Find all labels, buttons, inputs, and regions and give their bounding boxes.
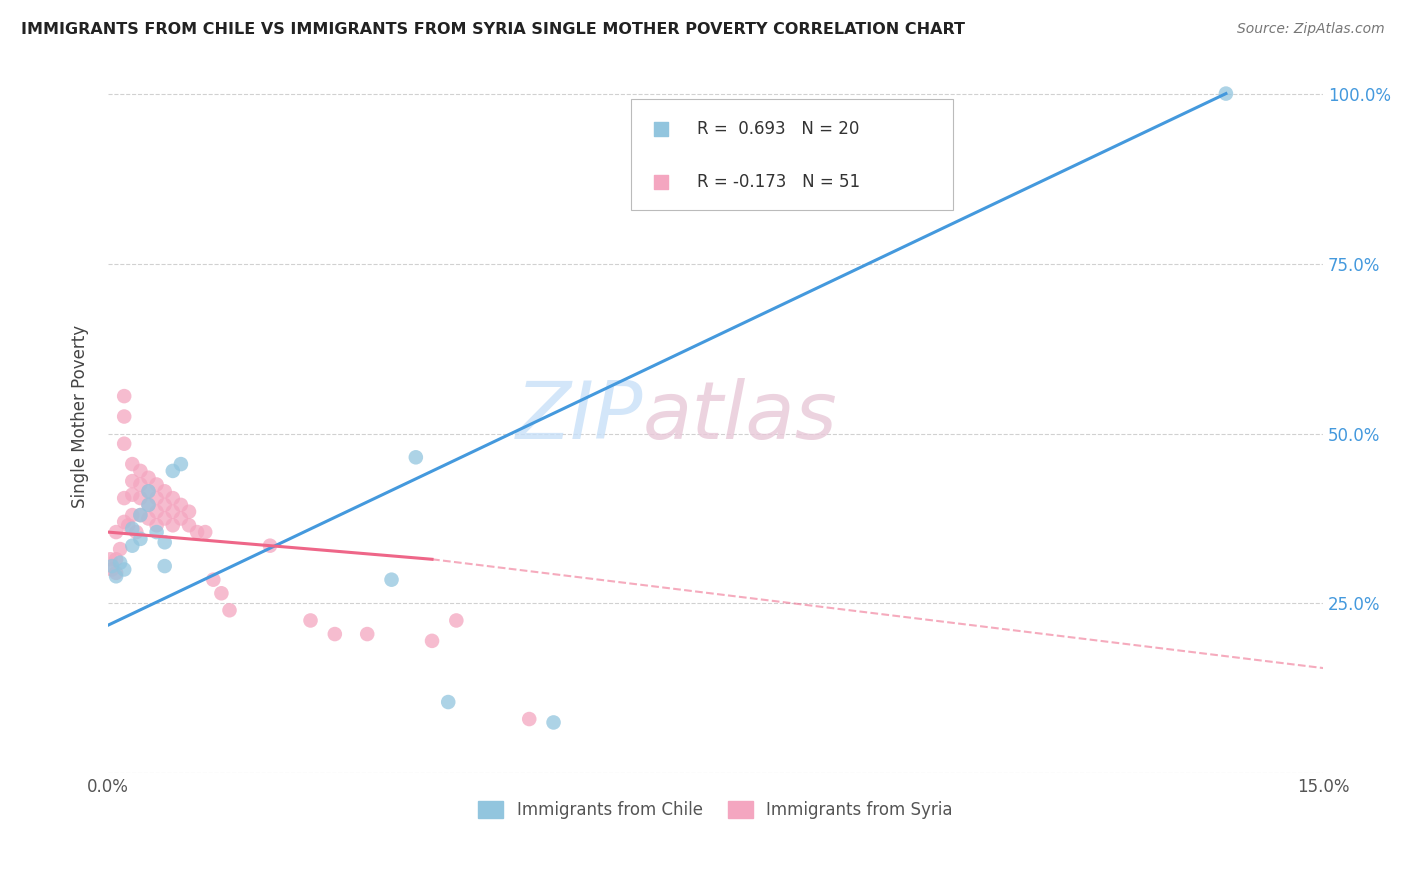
Point: [129, 532, 152, 546]
Point: [105, 566, 128, 580]
Point: [112, 436, 135, 450]
Point: [153, 511, 176, 525]
Point: [129, 508, 152, 522]
Point: [145, 491, 167, 505]
Point: [112, 491, 135, 505]
Point: [194, 525, 217, 540]
Point: [170, 457, 193, 471]
Point: [259, 539, 281, 553]
Point: [405, 450, 427, 465]
Point: [138, 511, 160, 525]
Point: [356, 627, 378, 641]
Point: [170, 498, 193, 512]
Text: R = -0.173   N = 51: R = -0.173 N = 51: [697, 173, 860, 192]
Point: [105, 525, 128, 540]
Text: ZIP: ZIP: [515, 377, 643, 456]
Point: [129, 464, 152, 478]
Point: [153, 498, 176, 512]
Point: [209, 586, 232, 600]
Point: [121, 508, 143, 522]
Point: [1215, 87, 1237, 101]
Point: [162, 491, 184, 505]
Point: [299, 614, 322, 628]
Point: [105, 569, 128, 583]
Point: [202, 573, 225, 587]
Point: [177, 518, 200, 533]
Point: [138, 471, 160, 485]
Point: [112, 409, 135, 424]
Point: [177, 505, 200, 519]
Point: [117, 518, 139, 533]
Point: [162, 464, 184, 478]
Text: R =  0.693   N = 20: R = 0.693 N = 20: [697, 120, 859, 138]
Text: IMMIGRANTS FROM CHILE VS IMMIGRANTS FROM SYRIA SINGLE MOTHER POVERTY CORRELATION: IMMIGRANTS FROM CHILE VS IMMIGRANTS FROM…: [21, 22, 965, 37]
Point: [105, 552, 128, 566]
Point: [446, 614, 468, 628]
Point: [125, 525, 148, 540]
FancyBboxPatch shape: [630, 99, 952, 210]
Text: Source: ZipAtlas.com: Source: ZipAtlas.com: [1237, 22, 1385, 37]
Point: [162, 505, 184, 519]
Legend: Immigrants from Chile, Immigrants from Syria: Immigrants from Chile, Immigrants from S…: [472, 794, 959, 826]
Point: [101, 559, 124, 574]
Point: [145, 505, 167, 519]
Point: [162, 518, 184, 533]
Point: [112, 389, 135, 403]
Point: [129, 508, 152, 522]
Point: [170, 511, 193, 525]
Point: [121, 474, 143, 488]
Point: [543, 715, 565, 730]
Point: [517, 712, 540, 726]
Point: [129, 477, 152, 491]
Point: [437, 695, 460, 709]
Point: [145, 518, 167, 533]
Point: [112, 562, 135, 576]
Point: [138, 484, 160, 499]
Point: [108, 542, 131, 557]
Point: [145, 525, 167, 540]
Point: [153, 559, 176, 574]
Point: [121, 522, 143, 536]
Point: [108, 556, 131, 570]
Point: [218, 603, 240, 617]
Point: [153, 484, 176, 499]
Point: [121, 539, 143, 553]
Point: [138, 484, 160, 499]
Point: [100, 552, 122, 566]
Point: [153, 535, 176, 549]
Point: [121, 457, 143, 471]
Point: [138, 498, 160, 512]
Point: [112, 515, 135, 529]
Point: [129, 491, 152, 505]
Y-axis label: Single Mother Poverty: Single Mother Poverty: [72, 325, 89, 508]
Point: [138, 498, 160, 512]
Point: [380, 573, 402, 587]
Point: [186, 525, 208, 540]
Point: [101, 562, 124, 576]
Point: [420, 633, 443, 648]
Point: [323, 627, 346, 641]
Point: [121, 488, 143, 502]
Point: [145, 477, 167, 491]
Text: atlas: atlas: [643, 377, 838, 456]
